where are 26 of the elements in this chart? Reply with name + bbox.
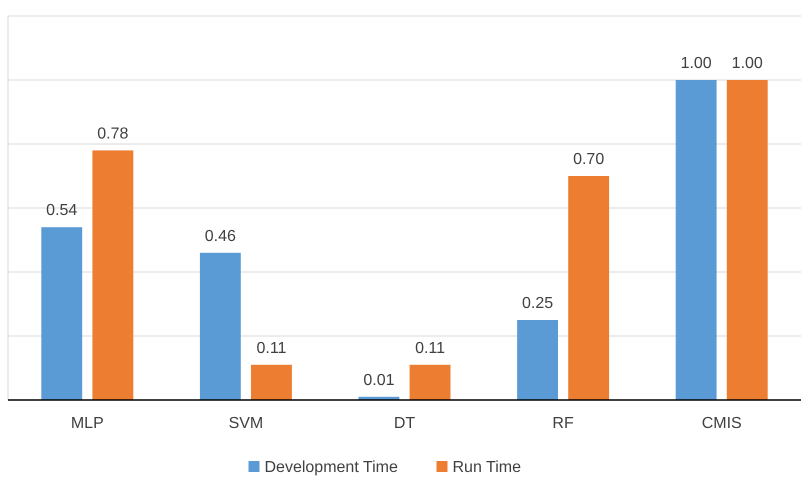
bar bbox=[41, 227, 82, 400]
data-label: 0.70 bbox=[573, 151, 604, 168]
bar bbox=[726, 80, 768, 400]
data-label: 0.54 bbox=[46, 202, 78, 220]
x-tick-label: DT bbox=[394, 415, 416, 432]
data-label: 0.11 bbox=[256, 340, 287, 357]
bar bbox=[92, 150, 134, 400]
bar bbox=[568, 176, 610, 400]
bar bbox=[410, 364, 450, 400]
x-tick-label: MLP bbox=[70, 415, 104, 432]
bar bbox=[517, 320, 558, 400]
bar bbox=[676, 80, 717, 400]
data-label: 0.11 bbox=[415, 340, 446, 357]
x-tick-label: RF bbox=[552, 415, 574, 432]
data-label: 0.01 bbox=[363, 372, 395, 389]
data-label: 0.78 bbox=[97, 125, 129, 142]
data-label: 0.46 bbox=[204, 228, 236, 245]
bar bbox=[200, 252, 241, 400]
bar bbox=[251, 364, 292, 400]
x-tick-label: CMIS bbox=[702, 415, 742, 432]
data-label: 0.25 bbox=[522, 295, 554, 312]
data-label: 1.00 bbox=[732, 55, 763, 72]
x-tick-label: SVM bbox=[228, 415, 264, 432]
legend-label: Development Time bbox=[264, 459, 398, 476]
data-label: 1.00 bbox=[680, 55, 712, 72]
legend-label: Run Time bbox=[452, 459, 522, 476]
